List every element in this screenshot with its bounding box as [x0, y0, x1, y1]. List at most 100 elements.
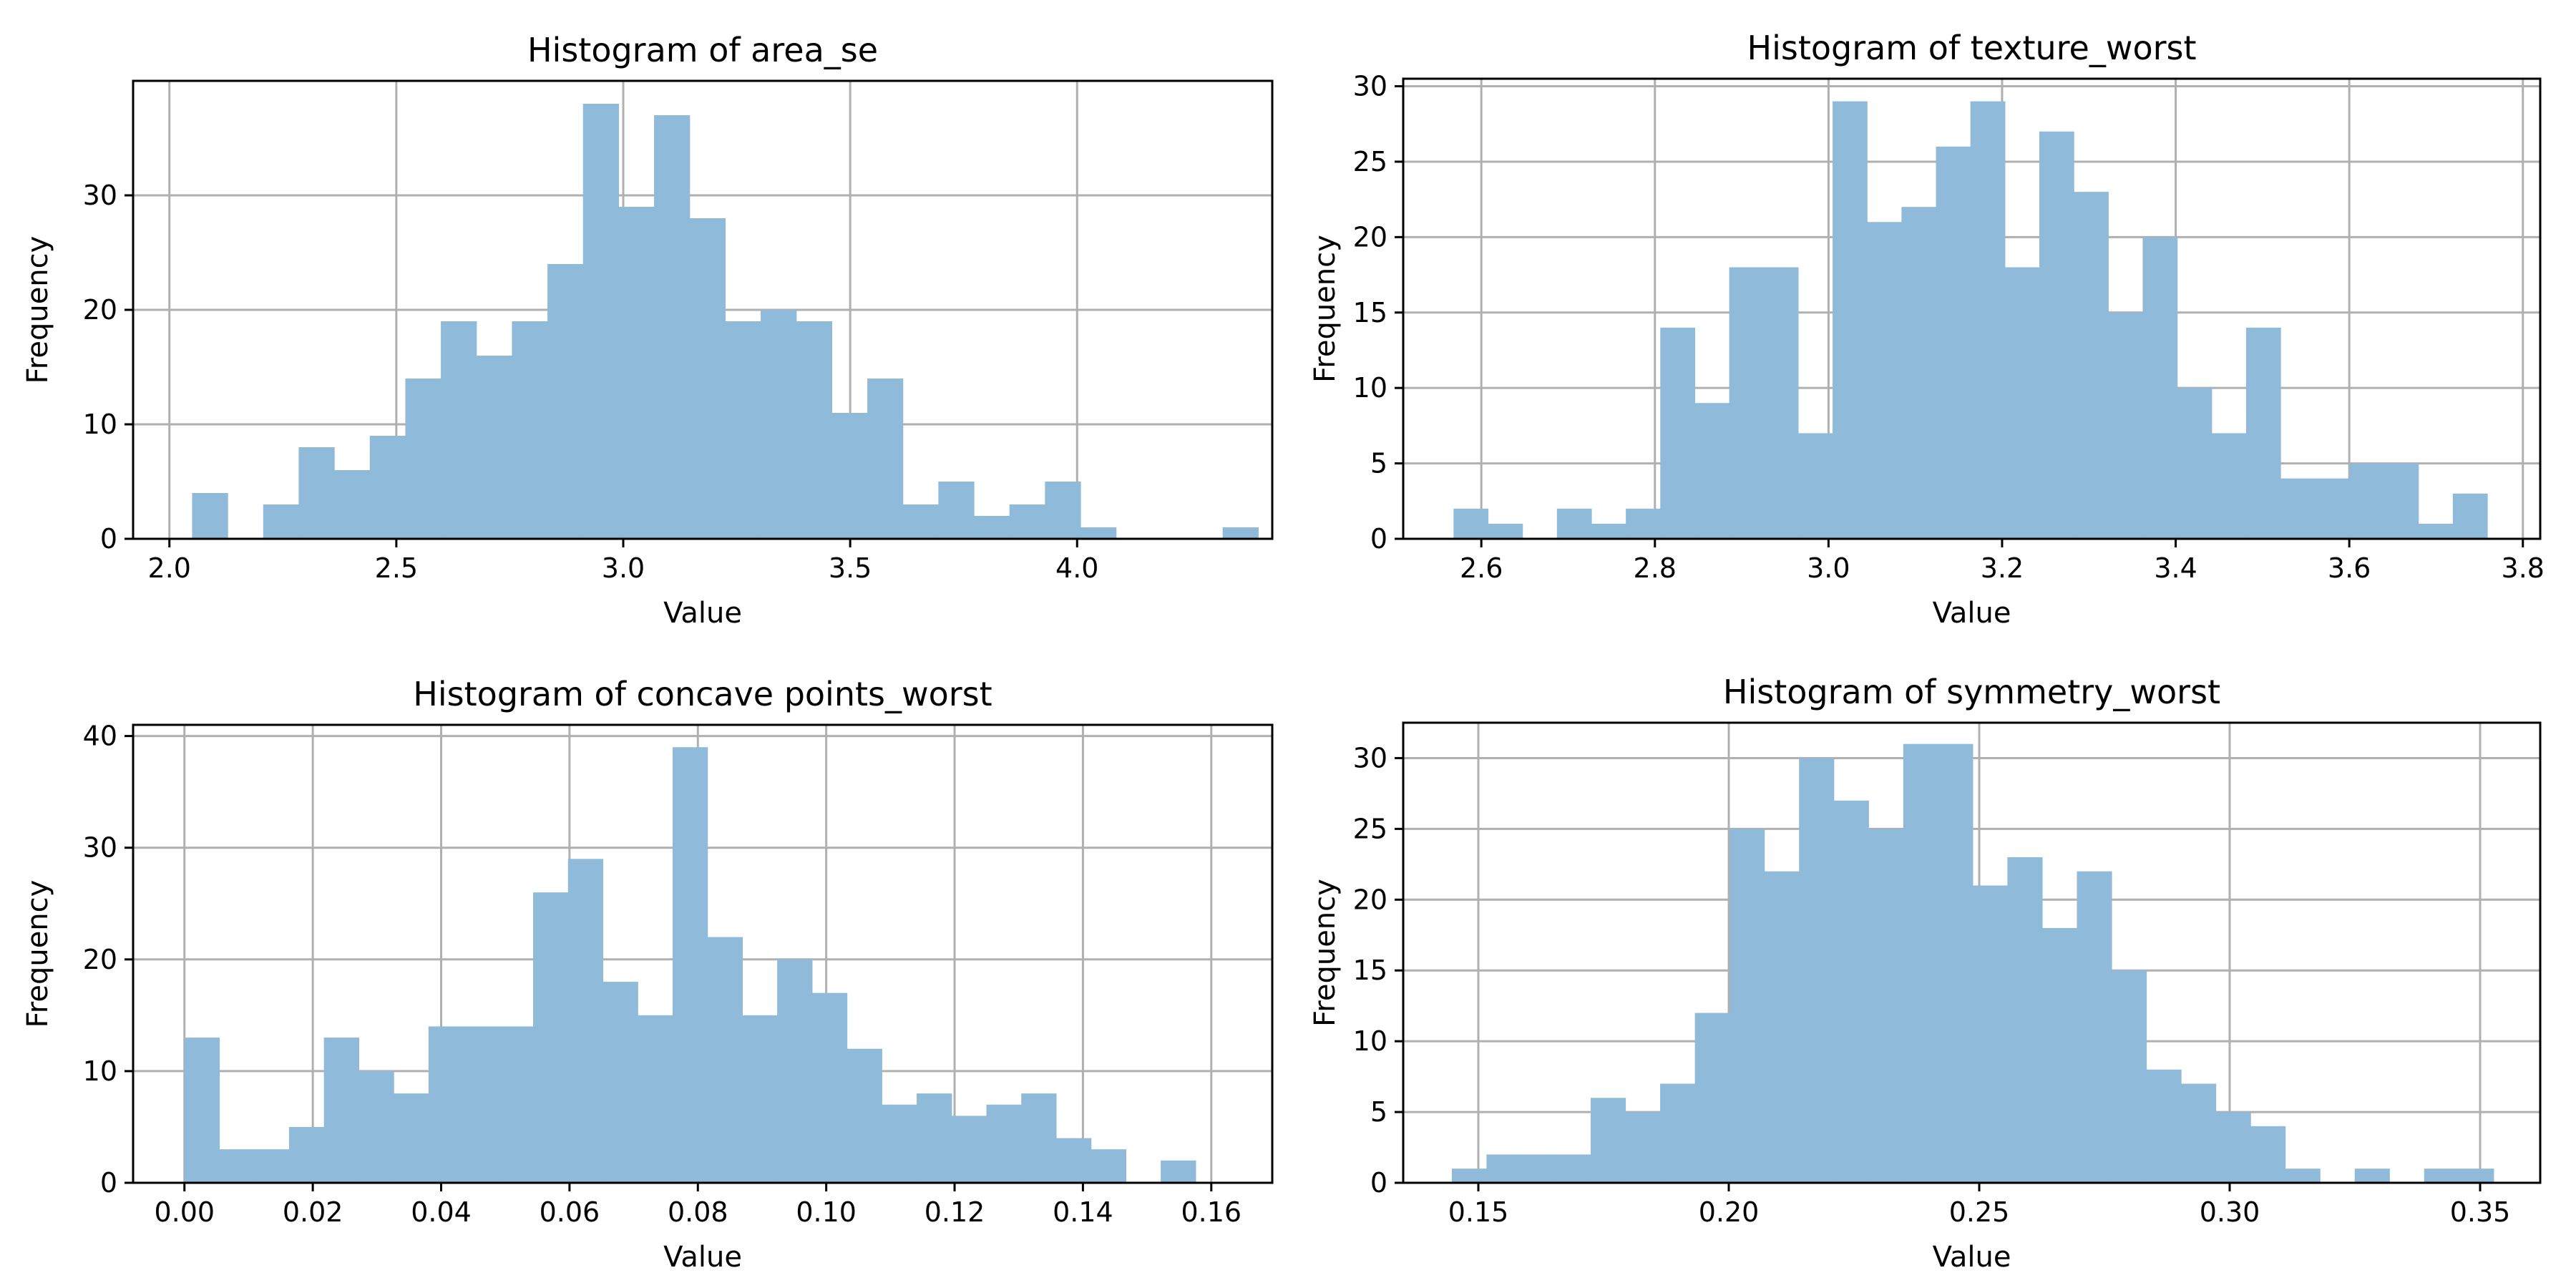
histogram-bar [533, 892, 569, 1183]
x-tick-label: 0.12 [924, 1196, 985, 1228]
histogram-bar [1938, 743, 1974, 1183]
x-tick-label: 4.0 [1055, 552, 1098, 584]
histogram-bar [1764, 871, 1800, 1183]
x-tick-label: 0.02 [283, 1196, 343, 1228]
histogram-bar [2285, 1169, 2321, 1183]
x-ticks: 0.15 0.20 0.25 0.30 0.35 [1448, 1183, 2510, 1228]
histogram-svg: 2.0 2.5 3.0 3.5 4.0 0 10 20 30 Histogram of area_… [21, 31, 1274, 630]
x-tick-label: 0.14 [1053, 1196, 1113, 1228]
y-tick-label: 15 [1353, 297, 1387, 328]
histogram-panel-area-se: 2.0 2.5 3.0 3.5 4.0 0 10 20 30 Histogram of area_… [0, 0, 1288, 644]
histogram-bar [219, 1149, 255, 1183]
histogram-bar [2349, 463, 2385, 539]
histogram-bar [2250, 1126, 2286, 1183]
y-tick-label: 0 [1370, 1167, 1387, 1199]
histogram-bar [184, 1038, 220, 1183]
histogram-bar [1045, 482, 1081, 539]
histogram-bar [974, 516, 1010, 539]
histogram-bar [1091, 1149, 1127, 1183]
histogram-bar [441, 321, 477, 539]
histogram-bar [882, 1104, 917, 1183]
histogram-bar [1625, 1112, 1661, 1183]
histogram-bar [1080, 527, 1117, 539]
histogram-bar [2315, 478, 2350, 539]
histogram-bar [582, 104, 620, 539]
histogram-bar [2211, 433, 2247, 539]
y-tick-label: 20 [1353, 884, 1387, 915]
y-tick-label: 30 [83, 180, 117, 211]
histogram-bar [1833, 101, 1868, 540]
histogram-bar [2181, 1083, 2217, 1183]
histogram-bar [512, 321, 548, 539]
y-tick-label: 30 [1353, 742, 1387, 774]
histogram-bar [1729, 829, 1765, 1183]
y-tick-label: 15 [1353, 955, 1387, 986]
y-tick-label: 25 [1353, 146, 1387, 177]
histogram-bar [938, 482, 975, 539]
histogram-bar [2354, 1169, 2390, 1183]
y-tick-label: 40 [83, 721, 117, 752]
y-tick-label: 20 [83, 294, 117, 326]
histogram-bar [1868, 829, 1904, 1183]
y-tick-label: 20 [83, 944, 117, 975]
histogram-bars [1453, 101, 2488, 540]
x-tick-label: 3.0 [1807, 552, 1850, 584]
x-tick-label: 3.8 [2502, 552, 2545, 584]
histogram-bar [288, 1126, 325, 1183]
chart-title: Histogram of area_se [527, 31, 878, 69]
histogram-bar [1799, 758, 1835, 1183]
x-ticks: 2.6 2.8 3.0 3.2 3.4 3.6 3.8 [1460, 539, 2545, 584]
histogram-bar [777, 959, 813, 1183]
histogram-bar [689, 218, 726, 539]
y-tick-label: 10 [83, 1055, 117, 1087]
histogram-bar [254, 1149, 290, 1183]
y-tick-label: 0 [100, 1167, 117, 1199]
x-tick-label: 3.6 [2328, 552, 2371, 584]
histogram-bar [618, 207, 655, 539]
histogram-bar [1222, 527, 1259, 539]
histogram-bar [428, 1026, 464, 1183]
histogram-bar [298, 447, 335, 539]
histogram-bar [476, 356, 513, 539]
histogram-bar [2041, 927, 2078, 1183]
histogram-bar [498, 1026, 534, 1183]
histogram-bar [847, 1048, 882, 1183]
histogram-bar [567, 859, 604, 1183]
histogram-bar [1936, 146, 1971, 540]
x-tick-label: 0.16 [1181, 1196, 1241, 1228]
chart-title: Histogram of texture_worst [1747, 29, 2196, 67]
histogram-bar [263, 504, 300, 539]
histogram-bar [358, 1070, 394, 1183]
x-tick-label: 0.10 [796, 1196, 857, 1228]
x-axis-label: Value [1933, 597, 2011, 630]
histogram-bar [1055, 1138, 1092, 1183]
histogram-svg: 2.6 2.8 3.0 3.2 3.4 3.6 3.8 0 5 10 15 20 25 30 Histogr… [1309, 29, 2545, 630]
axes-frame [132, 723, 1274, 1184]
histogram-bar [1833, 800, 1869, 1183]
histogram-bar [394, 1093, 429, 1183]
histogram-bar [2007, 857, 2043, 1183]
histogram-bar [1763, 267, 1799, 539]
axes-frame [1402, 77, 2542, 540]
histogram-bar [1972, 885, 2008, 1183]
histogram-bar [2418, 523, 2454, 539]
y-tick-label: 25 [1353, 813, 1387, 844]
histogram-bar [1797, 433, 1833, 539]
y-tick-label: 10 [1353, 1025, 1387, 1057]
histogram-panel-symmetry-worst: 0.15 0.20 0.25 0.30 0.35 0 5 10 15 20 25 30 Histogra… [1288, 644, 2576, 1288]
histogram-svg: 0.00 0.02 0.04 0.06 0.08 0.10 0.12 0.14 0.16 0 10 2… [21, 675, 1274, 1274]
x-tick-label: 0.08 [668, 1196, 728, 1228]
histogram-bar [2459, 1169, 2494, 1183]
histogram-bar [463, 1026, 499, 1183]
histogram-bar [2452, 493, 2488, 539]
x-tick-label: 0.30 [2200, 1196, 2260, 1228]
histogram-bar [654, 115, 691, 539]
histogram-bar [986, 1104, 1022, 1183]
histogram-bar [1521, 1154, 1557, 1183]
x-axis-label: Value [663, 1241, 742, 1274]
histogram-bar [2146, 1069, 2182, 1183]
histogram-bar [1903, 743, 1938, 1183]
histogram-svg: 0.15 0.20 0.25 0.30 0.35 0 5 10 15 20 25 30 Histogra… [1309, 673, 2542, 1274]
histogram-bar [742, 1015, 778, 1183]
histogram-bars [1451, 743, 2494, 1183]
